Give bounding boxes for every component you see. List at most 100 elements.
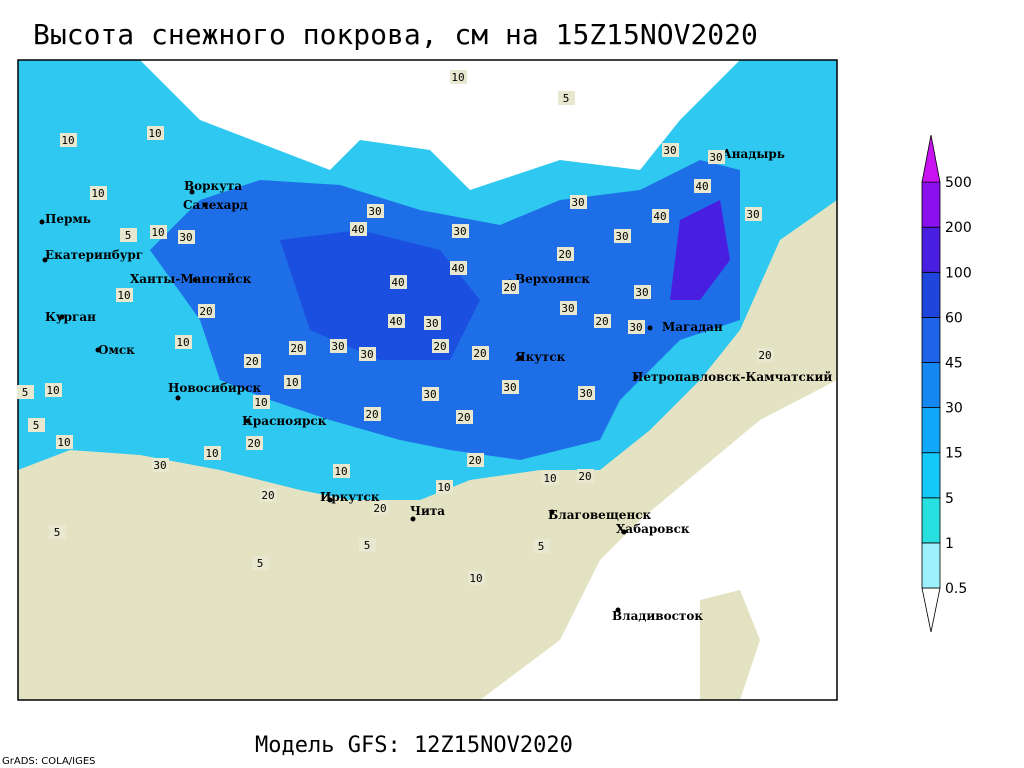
contour-label-box: [116, 288, 133, 302]
contour-label-box: [246, 436, 263, 450]
contour-label: 20: [578, 470, 591, 483]
contour-label: 30: [331, 340, 344, 353]
city-dot: [549, 509, 555, 515]
contour-label: 30: [153, 459, 166, 472]
city-dot: [633, 374, 639, 380]
subtitle: Модель GFS: 12Z15NOV2020: [255, 733, 573, 758]
contour-label-box: [570, 195, 587, 209]
city-label: Новосибирск: [168, 381, 261, 395]
contour-label: 10: [57, 436, 70, 449]
city-label: Петропавловск-Камчатский: [632, 370, 832, 384]
contour-label-box: [558, 91, 575, 105]
contour-label-box: [450, 261, 467, 275]
contour-label: 30: [179, 231, 192, 244]
city-dot: [647, 325, 653, 331]
city-dot: [192, 277, 198, 283]
city-label: Иркутск: [320, 490, 380, 504]
contour-label-box: [432, 339, 449, 353]
city-label: Владивосток: [612, 609, 703, 623]
legend-box: [921, 271, 941, 318]
legend-box: [921, 316, 941, 363]
city-label: Салехард: [183, 198, 248, 212]
city-dot: [410, 516, 416, 522]
contour-label-box: [614, 229, 631, 243]
contour-label-box: [502, 280, 519, 294]
snow-deepest: [670, 200, 730, 300]
contour-label: 5: [54, 526, 61, 539]
city-dot: [517, 355, 523, 361]
contour-label: 10: [437, 481, 450, 494]
contour-label-box: [436, 480, 453, 494]
city-dot: [245, 418, 251, 424]
contour-label-box: [450, 70, 467, 84]
contour-label: 10: [334, 465, 347, 478]
contour-label-box: [49, 525, 66, 539]
contour-label: 10: [543, 472, 556, 485]
contour-label: 20: [290, 342, 303, 355]
contour-label: 5: [257, 557, 264, 570]
city-label: Анадырь: [722, 147, 785, 161]
contour-label-box: [175, 335, 192, 349]
city-dot: [59, 314, 65, 320]
contour-label-box: [17, 385, 34, 399]
contour-label: 10: [46, 384, 59, 397]
contour-label: 10: [205, 447, 218, 460]
city-label: Екатеринбург: [45, 248, 143, 262]
contour-label: 20: [261, 489, 274, 502]
legend-label: 45: [945, 356, 963, 372]
city-dot: [202, 202, 208, 208]
legend-box: [921, 497, 941, 544]
contour-label-box: [350, 222, 367, 236]
contour-label-box: [662, 143, 679, 157]
contour-label-box: [56, 435, 73, 449]
contour-label-box: [390, 275, 407, 289]
contour-label-box: [468, 571, 485, 585]
contour-label: 5: [563, 92, 570, 105]
contour-label: 10: [148, 127, 161, 140]
contour-label-box: [634, 285, 651, 299]
contour-label: 40: [351, 223, 364, 236]
contour-label-box: [502, 380, 519, 394]
contour-label-box: [90, 186, 107, 200]
contour-label-box: [284, 375, 301, 389]
legend-tip-high: [921, 135, 941, 183]
contour-label-box: [694, 179, 711, 193]
contour-label: 10: [254, 396, 267, 409]
contour-label: 30: [579, 387, 592, 400]
contour-label-box: [388, 314, 405, 328]
contour-label: 20: [365, 408, 378, 421]
contour-label: 30: [746, 208, 759, 221]
contour-label-box: [28, 418, 45, 432]
map-frame: [17, 59, 838, 701]
legend-box: [921, 181, 941, 228]
city-dot: [42, 257, 48, 263]
contour-label: 5: [364, 539, 371, 552]
legend-label: 500: [945, 175, 972, 191]
legend-label: 100: [945, 265, 972, 281]
contour-label-box: [204, 446, 221, 460]
legend-box: [921, 407, 941, 454]
contour-label-box: [424, 316, 441, 330]
legend-label: 0.5: [945, 581, 967, 597]
legend-label: 5: [945, 491, 954, 507]
contour-label-box: [708, 150, 725, 164]
contour-label-box: [45, 383, 62, 397]
contour-label: 20: [457, 411, 470, 424]
legend-label: 30: [945, 401, 963, 417]
contour-label-box: [542, 471, 559, 485]
contour-label-box: [260, 488, 277, 502]
contour-label-box: [745, 207, 762, 221]
city-dot: [615, 607, 621, 613]
legend-box: [921, 542, 941, 589]
contour-label-box: [147, 126, 164, 140]
legend-box: [921, 362, 941, 408]
contour-label: 40: [653, 210, 666, 223]
contour-label: 40: [391, 276, 404, 289]
city-label: Благовещенск: [548, 508, 652, 522]
city-dot: [189, 189, 195, 195]
credit: GrADS: COLA/IGES: [2, 756, 96, 767]
contour-label-box: [198, 304, 215, 318]
legend-tip-low: [921, 587, 941, 633]
contour-label-box: [359, 538, 376, 552]
contour-label-box: [367, 204, 384, 218]
